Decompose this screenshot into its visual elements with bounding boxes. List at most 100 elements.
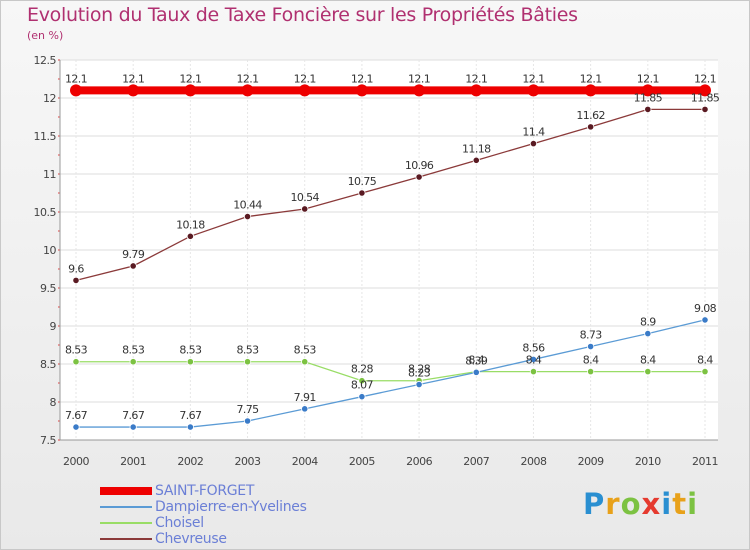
data-point bbox=[641, 84, 654, 97]
y-tick-label: 9.5 bbox=[40, 282, 56, 295]
x-tick-label: 2000 bbox=[63, 455, 89, 468]
data-label: 8.53 bbox=[294, 344, 317, 357]
chart-title: Evolution du Taux de Taxe Foncière sur l… bbox=[27, 4, 578, 26]
data-point bbox=[355, 84, 368, 97]
y-tick-label: 8.5 bbox=[40, 358, 56, 371]
data-point bbox=[584, 84, 597, 97]
data-label: 8.4 bbox=[526, 354, 542, 367]
data-point bbox=[415, 380, 423, 389]
data-label: 11.18 bbox=[462, 142, 491, 155]
data-point bbox=[529, 355, 538, 364]
data-label: 8.53 bbox=[236, 344, 259, 357]
data-point bbox=[186, 423, 194, 431]
data-point bbox=[72, 423, 80, 431]
data-label: 12.1 bbox=[65, 72, 87, 85]
legend-label-saint-forget: SAINT-FORGET bbox=[155, 483, 255, 499]
data-point bbox=[70, 84, 82, 97]
x-tick-label: 2001 bbox=[120, 455, 146, 468]
legend-swatch-choisel bbox=[100, 522, 152, 524]
x-tick-label: 2006 bbox=[406, 455, 432, 468]
data-point bbox=[72, 358, 80, 366]
data-label: 8.28 bbox=[351, 363, 374, 376]
data-point bbox=[301, 405, 309, 413]
data-label: 9.79 bbox=[122, 248, 145, 261]
legend-swatch-saint-forget bbox=[100, 487, 152, 495]
x-tick-label: 2003 bbox=[235, 455, 261, 468]
data-point bbox=[129, 262, 137, 270]
data-label: 12.1 bbox=[408, 72, 430, 85]
data-label: 8.23 bbox=[408, 367, 431, 380]
data-point bbox=[529, 140, 538, 148]
legend-label-chevreuse: Chevreuse bbox=[155, 531, 227, 547]
y-tick-label: 11 bbox=[43, 168, 56, 181]
data-point bbox=[472, 156, 480, 164]
y-tick-label: 10 bbox=[43, 244, 56, 257]
data-label: 8.53 bbox=[65, 344, 88, 357]
data-point bbox=[301, 358, 309, 366]
data-label: 8.28 bbox=[408, 363, 431, 376]
data-label: 9.6 bbox=[68, 262, 84, 275]
data-label: 8.9 bbox=[640, 316, 656, 329]
y-tick-label: 11.5 bbox=[34, 130, 57, 143]
data-point bbox=[127, 84, 140, 97]
data-label: 11.62 bbox=[576, 109, 605, 122]
data-label: 12.1 bbox=[351, 72, 373, 85]
proxiti-logo: Proxiti bbox=[583, 487, 698, 521]
y-tick-label: 10.5 bbox=[34, 206, 57, 219]
data-label: 12.1 bbox=[122, 72, 144, 85]
data-point bbox=[587, 123, 595, 131]
legend-label-choisel: Choisel bbox=[155, 515, 204, 531]
x-tick-label: 2002 bbox=[177, 455, 203, 468]
data-point bbox=[701, 316, 709, 324]
y-tick-label: 12.5 bbox=[34, 54, 57, 67]
data-point bbox=[644, 367, 652, 376]
data-label: 8.07 bbox=[351, 379, 374, 392]
data-point bbox=[358, 377, 366, 385]
y-tick-label: 12 bbox=[43, 92, 56, 105]
data-point bbox=[470, 84, 483, 97]
series-line-1 bbox=[76, 319, 706, 428]
legend-swatch-dampierre bbox=[100, 506, 152, 508]
data-label: 10.18 bbox=[176, 218, 205, 231]
data-label: 11.4 bbox=[522, 126, 545, 139]
data-point bbox=[529, 367, 538, 376]
data-point bbox=[644, 329, 652, 338]
data-label: 12.1 bbox=[465, 72, 487, 85]
data-label: 10.75 bbox=[348, 175, 377, 188]
data-label: 11.85 bbox=[634, 91, 663, 104]
data-label: 11.85 bbox=[691, 91, 720, 104]
brand-letter: i bbox=[661, 487, 673, 521]
data-point bbox=[358, 189, 366, 197]
legend-item-chevreuse: Chevreuse bbox=[100, 531, 360, 547]
x-tick-label: 2007 bbox=[463, 455, 489, 468]
data-point bbox=[527, 84, 540, 97]
data-label: 12.1 bbox=[179, 72, 201, 85]
data-point bbox=[587, 367, 595, 376]
y-tick-label: 7.5 bbox=[40, 434, 56, 447]
brand-letter: t bbox=[672, 487, 688, 521]
data-point bbox=[184, 84, 197, 97]
data-point bbox=[301, 205, 309, 213]
data-label: 8.56 bbox=[522, 341, 545, 354]
x-tick-label: 2004 bbox=[292, 455, 318, 468]
data-label: 9.08 bbox=[694, 302, 717, 315]
data-point bbox=[413, 84, 426, 97]
data-point bbox=[129, 358, 137, 366]
data-label: 7.67 bbox=[179, 409, 202, 422]
x-tick-label: 2010 bbox=[635, 455, 661, 468]
data-label: 8.4 bbox=[697, 354, 713, 367]
data-point bbox=[298, 84, 311, 97]
data-point bbox=[358, 393, 366, 401]
data-point bbox=[129, 423, 137, 431]
x-tick-label: 2008 bbox=[520, 455, 546, 468]
data-label: 8.53 bbox=[122, 344, 145, 357]
brand-letter: x bbox=[641, 487, 662, 521]
legend-item-saint-forget: SAINT-FORGET bbox=[100, 483, 360, 499]
data-point bbox=[243, 212, 252, 221]
data-label: 12.1 bbox=[637, 72, 659, 85]
data-point bbox=[587, 342, 595, 351]
y-tick-label: 9 bbox=[50, 320, 57, 333]
brand-letter: o bbox=[620, 487, 642, 521]
data-point bbox=[243, 358, 252, 366]
brand-letter: i bbox=[687, 487, 699, 521]
